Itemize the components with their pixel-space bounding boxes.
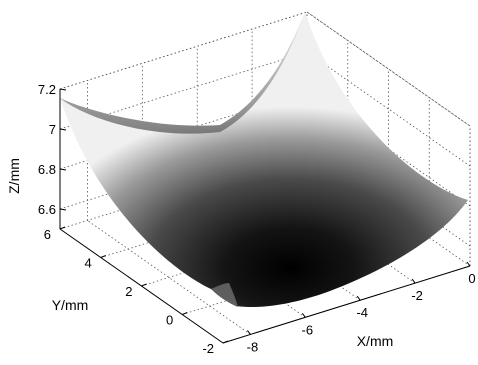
grid-line-z-back xyxy=(59,51,308,130)
x-tick-mark xyxy=(356,295,361,301)
x-tick-mark xyxy=(247,330,251,335)
y-tick-label: 0 xyxy=(166,313,173,328)
y-tick-mark xyxy=(141,283,147,287)
x-tick-label: -6 xyxy=(302,322,314,337)
z-axis-label: Z/mm xyxy=(6,158,22,194)
x-tick-mark xyxy=(411,278,416,284)
x-tick-label: -4 xyxy=(356,305,368,320)
grid-line-x-floor xyxy=(306,151,471,267)
y-tick-label: 2 xyxy=(125,284,132,299)
y-tick-mark xyxy=(182,312,188,315)
z-tick-label: 7 xyxy=(49,122,56,137)
box-edge xyxy=(59,11,308,90)
surface-notch xyxy=(211,283,238,307)
surface-body xyxy=(60,12,468,308)
y-tick-label: 6 xyxy=(44,227,51,242)
y-tick-mark xyxy=(59,226,66,230)
z-tick-label: 6.8 xyxy=(38,162,56,177)
grid-line-z-side xyxy=(306,51,471,167)
y-tick-mark xyxy=(222,340,229,344)
z-tick-mark xyxy=(59,128,67,131)
x-tick-mark xyxy=(466,261,471,267)
surface-mesh xyxy=(60,12,468,308)
grid-line-z-side xyxy=(306,91,471,207)
x-tick-label: -8 xyxy=(247,339,259,354)
grid-line-x-floor xyxy=(87,220,251,335)
y-axis-label: Y/mm xyxy=(52,297,89,313)
grid-line-z-side xyxy=(306,11,471,127)
y-tick-label: 4 xyxy=(85,256,92,271)
z-tick-label: 7.2 xyxy=(38,82,56,97)
z-tick-mark xyxy=(59,168,67,171)
box-edge xyxy=(306,11,471,127)
x-tick-mark xyxy=(301,313,306,318)
y-tick-label: -2 xyxy=(202,341,214,356)
y-tick-mark xyxy=(100,255,106,258)
z-tick-mark xyxy=(59,88,67,91)
z-tick-label: 6.6 xyxy=(38,202,56,217)
ticks: -8 -6 -4 -2 0 -2 0 2 4 6 6.6 6.8 7 7.2 xyxy=(38,82,476,356)
x-tick-label: -2 xyxy=(411,288,423,303)
x-axis-line xyxy=(222,265,471,344)
x-axis-label: X/mm xyxy=(357,333,394,349)
z-tick-mark xyxy=(59,208,67,211)
x-tick-label: 0 xyxy=(468,271,475,286)
